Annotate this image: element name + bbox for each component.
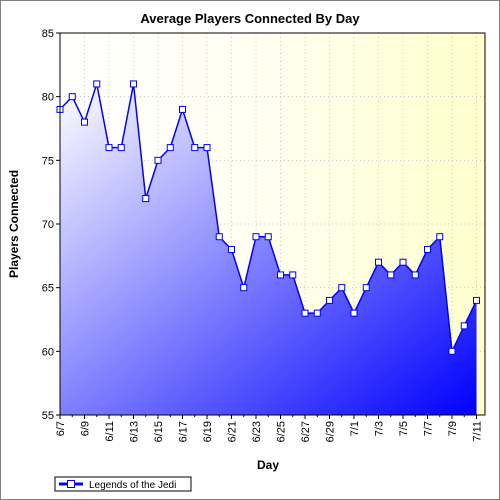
x-tick-label: 7/3 bbox=[374, 421, 386, 436]
data-point bbox=[375, 258, 382, 266]
data-point bbox=[81, 118, 88, 126]
x-tick-label: 6/25 bbox=[276, 421, 288, 442]
x-axis-ticks: 6/7 6/9 6/11 6/13 6/15 6/17 6/19 6/21 6/23 6/25 6/… bbox=[55, 415, 484, 442]
y-tick-label: 60 bbox=[42, 346, 54, 358]
chart-title: Average Players Connected By Day bbox=[140, 11, 360, 26]
x-axis-label: Day bbox=[257, 458, 279, 472]
x-tick-label: 7/9 bbox=[447, 421, 459, 436]
data-point bbox=[399, 258, 407, 266]
legend-box bbox=[54, 476, 192, 492]
data-point bbox=[117, 144, 125, 152]
data-point bbox=[424, 245, 431, 253]
data-point bbox=[142, 195, 150, 203]
data-point bbox=[240, 284, 248, 292]
legend-entry: Legends of the Jedi bbox=[89, 480, 176, 491]
data-point bbox=[68, 93, 76, 101]
x-tick-label: 6/15 bbox=[153, 421, 165, 442]
data-point bbox=[473, 296, 480, 304]
x-tick-label: 7/7 bbox=[423, 421, 435, 436]
x-tick-label: 6/7 bbox=[55, 421, 67, 436]
data-point bbox=[277, 271, 284, 279]
data-point bbox=[154, 156, 162, 164]
y-tick-label: 55 bbox=[42, 410, 54, 422]
data-point bbox=[215, 233, 223, 241]
data-point bbox=[252, 233, 260, 241]
data-point bbox=[191, 144, 199, 152]
data-point bbox=[264, 233, 272, 241]
x-tick-label: 6/13 bbox=[129, 421, 141, 442]
x-tick-label: 6/23 bbox=[251, 421, 263, 442]
data-point bbox=[301, 309, 309, 317]
data-point bbox=[130, 80, 137, 88]
x-tick-label: 6/17 bbox=[178, 421, 190, 442]
data-point bbox=[326, 296, 333, 304]
data-point bbox=[289, 271, 297, 279]
data-point bbox=[436, 233, 444, 241]
data-point bbox=[387, 271, 395, 279]
data-point bbox=[362, 284, 370, 292]
series-area bbox=[60, 83, 477, 416]
x-tick-label: 6/19 bbox=[202, 421, 214, 442]
data-point bbox=[313, 309, 321, 317]
data-point bbox=[228, 245, 235, 253]
data-point bbox=[203, 144, 211, 152]
y-axis-ticks: 55 60 65 70 75 80 85 bbox=[42, 28, 60, 422]
x-tick-label: 6/27 bbox=[300, 421, 312, 442]
legend-swatch-marker bbox=[67, 480, 75, 488]
x-tick-label: 7/11 bbox=[472, 421, 484, 442]
data-point bbox=[166, 144, 174, 152]
x-tick-label: 7/5 bbox=[398, 421, 410, 436]
data-point bbox=[411, 271, 419, 279]
y-axis-label: Players Connected bbox=[7, 170, 21, 278]
data-point bbox=[179, 105, 186, 113]
data-point bbox=[350, 309, 358, 317]
x-tick-label: 7/1 bbox=[349, 421, 361, 436]
y-tick-label: 65 bbox=[42, 283, 54, 295]
x-tick-label: 6/11 bbox=[104, 421, 116, 442]
data-point bbox=[93, 80, 101, 88]
x-tick-label: 6/9 bbox=[80, 421, 92, 436]
x-tick-label: 6/21 bbox=[227, 421, 239, 442]
y-tick-label: 70 bbox=[42, 219, 54, 231]
data-point bbox=[460, 322, 468, 330]
y-tick-label: 80 bbox=[42, 92, 54, 104]
y-tick-label: 85 bbox=[42, 28, 54, 40]
data-point bbox=[448, 347, 456, 355]
data-point bbox=[338, 284, 346, 292]
data-point bbox=[105, 144, 113, 152]
y-tick-label: 75 bbox=[42, 155, 54, 167]
x-tick-label: 6/29 bbox=[325, 421, 337, 442]
legend: Legends of the Jedi bbox=[54, 476, 192, 492]
